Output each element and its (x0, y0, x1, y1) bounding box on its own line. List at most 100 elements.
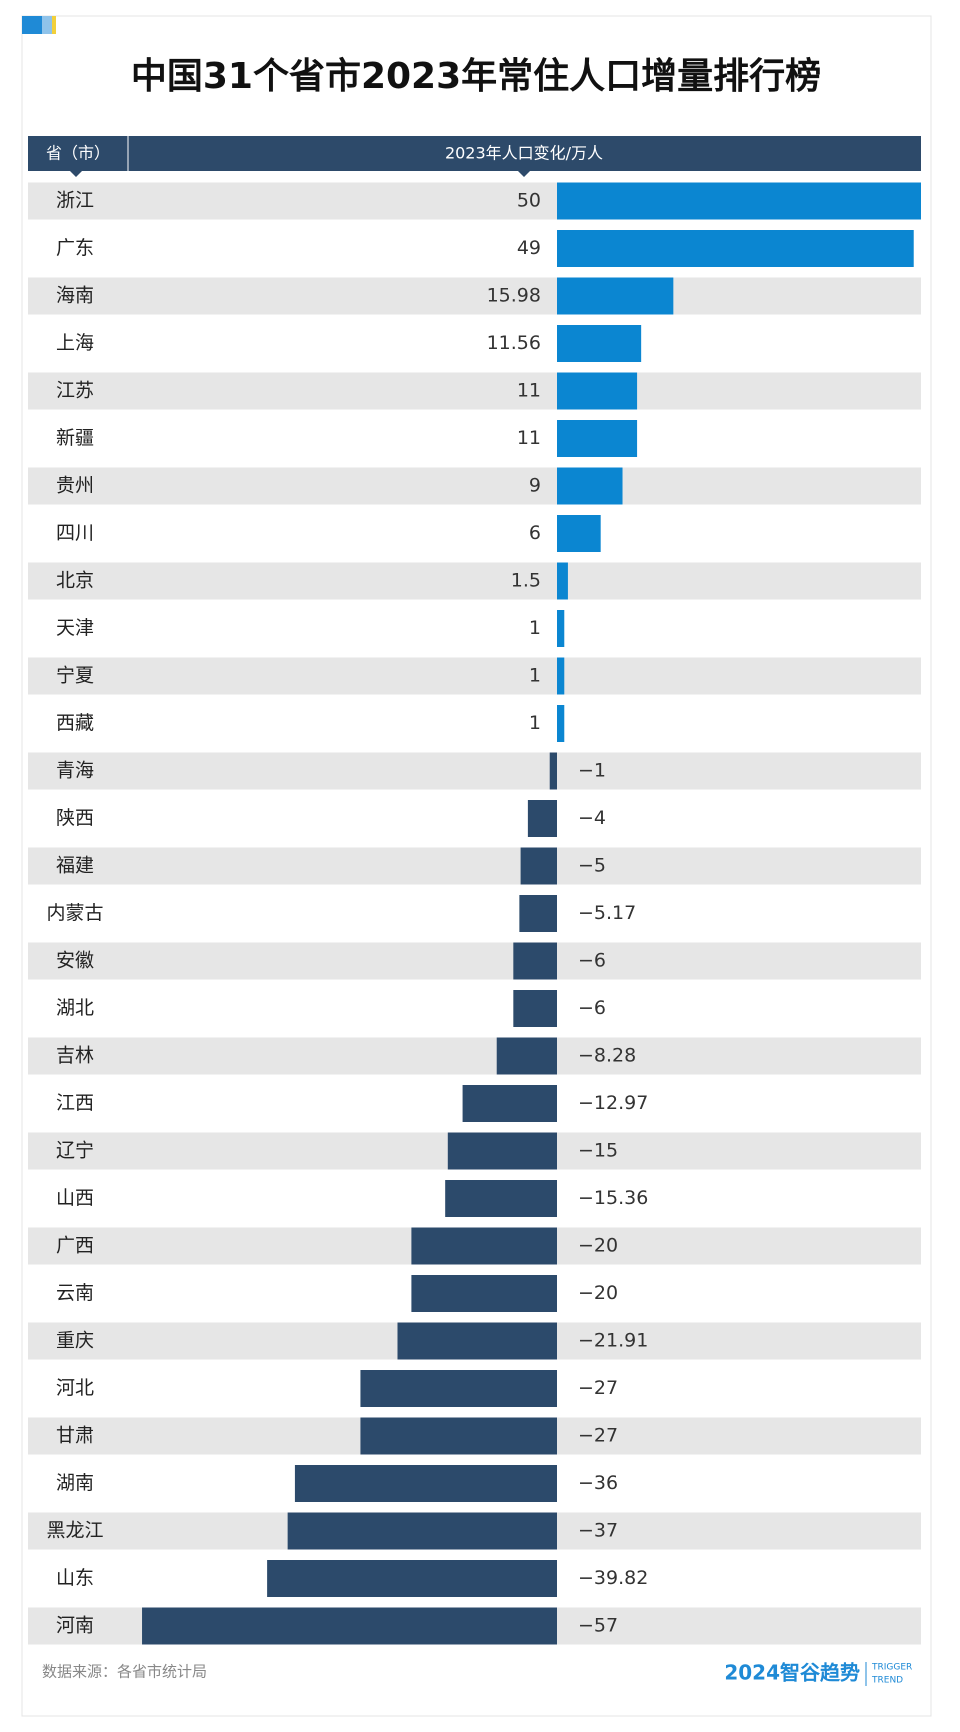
category-label: 福建 (56, 855, 94, 877)
bar (513, 990, 557, 1027)
category-label: 安徽 (56, 950, 94, 972)
value-label: 11.56 (487, 332, 541, 354)
bar (557, 372, 638, 410)
bar (557, 610, 565, 647)
value-label: −4 (578, 807, 606, 829)
value-label: −12.97 (578, 1092, 648, 1114)
category-label: 甘肃 (56, 1425, 94, 1447)
source-note: 数据来源：各省市统计局 (42, 1663, 207, 1681)
category-label: 广西 (56, 1235, 94, 1257)
bar (557, 705, 565, 742)
value-label: −15 (578, 1140, 618, 1162)
category-label: 江西 (56, 1092, 94, 1114)
logo-sub: TREND (871, 1676, 903, 1686)
bar (142, 1607, 558, 1645)
category-label: 重庆 (56, 1330, 94, 1352)
value-label: 15.98 (487, 285, 541, 307)
logo: 2024智谷趋势 (724, 1661, 860, 1685)
category-label: 陕西 (56, 807, 94, 829)
bar (557, 467, 623, 505)
row-band (28, 467, 921, 505)
logo-sub: TRIGGER (871, 1663, 912, 1673)
category-label: 浙江 (56, 190, 94, 212)
value-label: −39.82 (578, 1567, 648, 1589)
bar (496, 1037, 557, 1075)
bar (445, 1180, 557, 1217)
category-label: 贵州 (56, 475, 94, 497)
category-label: 北京 (56, 570, 94, 592)
bar (360, 1370, 557, 1407)
category-label: 广东 (56, 237, 94, 259)
category-header: 省（市） (46, 144, 110, 163)
category-label: 湖南 (56, 1472, 94, 1494)
category-label: 山西 (56, 1187, 94, 1209)
value-label: −15.36 (578, 1187, 648, 1209)
bar (557, 325, 642, 362)
bar (557, 657, 565, 695)
value-header: 2023年人口变化/万人 (445, 144, 603, 163)
category-label: 内蒙古 (46, 902, 103, 924)
value-label: 1.5 (511, 570, 541, 592)
bar (513, 942, 557, 980)
category-label: 宁夏 (56, 665, 94, 687)
category-label: 青海 (56, 760, 94, 782)
value-label: −27 (578, 1425, 618, 1447)
category-label: 黑龙江 (46, 1520, 103, 1542)
chart-title: 中国31个省市2023年常住人口增量排行榜 (131, 56, 821, 97)
value-label: −27 (578, 1377, 618, 1399)
corner-mark (42, 16, 52, 34)
value-label: 50 (517, 190, 541, 212)
bar (557, 230, 914, 267)
bar (267, 1560, 557, 1597)
row-band (28, 372, 921, 410)
value-label: −5.17 (578, 902, 636, 924)
row-band (28, 277, 921, 315)
category-label: 西藏 (56, 712, 94, 734)
bar (397, 1322, 557, 1360)
row-band (28, 562, 921, 600)
bar (557, 562, 568, 600)
value-label: −1 (578, 760, 606, 782)
header-bar (28, 136, 921, 171)
category-label: 上海 (56, 332, 94, 354)
category-label: 天津 (56, 617, 94, 639)
category-label: 四川 (56, 522, 94, 544)
bar (557, 182, 921, 220)
category-label: 海南 (56, 285, 94, 307)
category-label: 山东 (56, 1567, 94, 1589)
value-label: 11 (517, 427, 541, 449)
row-band (28, 942, 921, 980)
bar (519, 895, 557, 932)
bar (557, 420, 638, 457)
value-label: 49 (517, 237, 541, 259)
bar (287, 1512, 557, 1550)
value-label: −20 (578, 1282, 618, 1304)
bar (447, 1132, 557, 1170)
row-band (28, 752, 921, 790)
bar (557, 277, 674, 315)
category-label: 河北 (56, 1377, 94, 1399)
row-band (28, 1037, 921, 1075)
value-label: 1 (529, 712, 541, 734)
value-label: −36 (578, 1472, 618, 1494)
value-label: −6 (578, 997, 606, 1019)
corner-mark (22, 16, 42, 34)
value-label: −57 (578, 1615, 618, 1637)
bar (557, 515, 601, 552)
value-label: 1 (529, 617, 541, 639)
category-label: 吉林 (56, 1045, 94, 1067)
category-label: 湖北 (56, 997, 94, 1019)
bar (411, 1275, 557, 1312)
bar (462, 1085, 557, 1122)
bar (411, 1227, 557, 1265)
value-label: −37 (578, 1520, 618, 1542)
bar (549, 752, 557, 790)
value-label: 6 (529, 522, 541, 544)
category-label: 江苏 (56, 380, 94, 402)
bar (520, 847, 557, 885)
row-band (28, 657, 921, 695)
value-label: −21.91 (578, 1330, 648, 1352)
value-label: −5 (578, 855, 606, 877)
value-label: 1 (529, 665, 541, 687)
